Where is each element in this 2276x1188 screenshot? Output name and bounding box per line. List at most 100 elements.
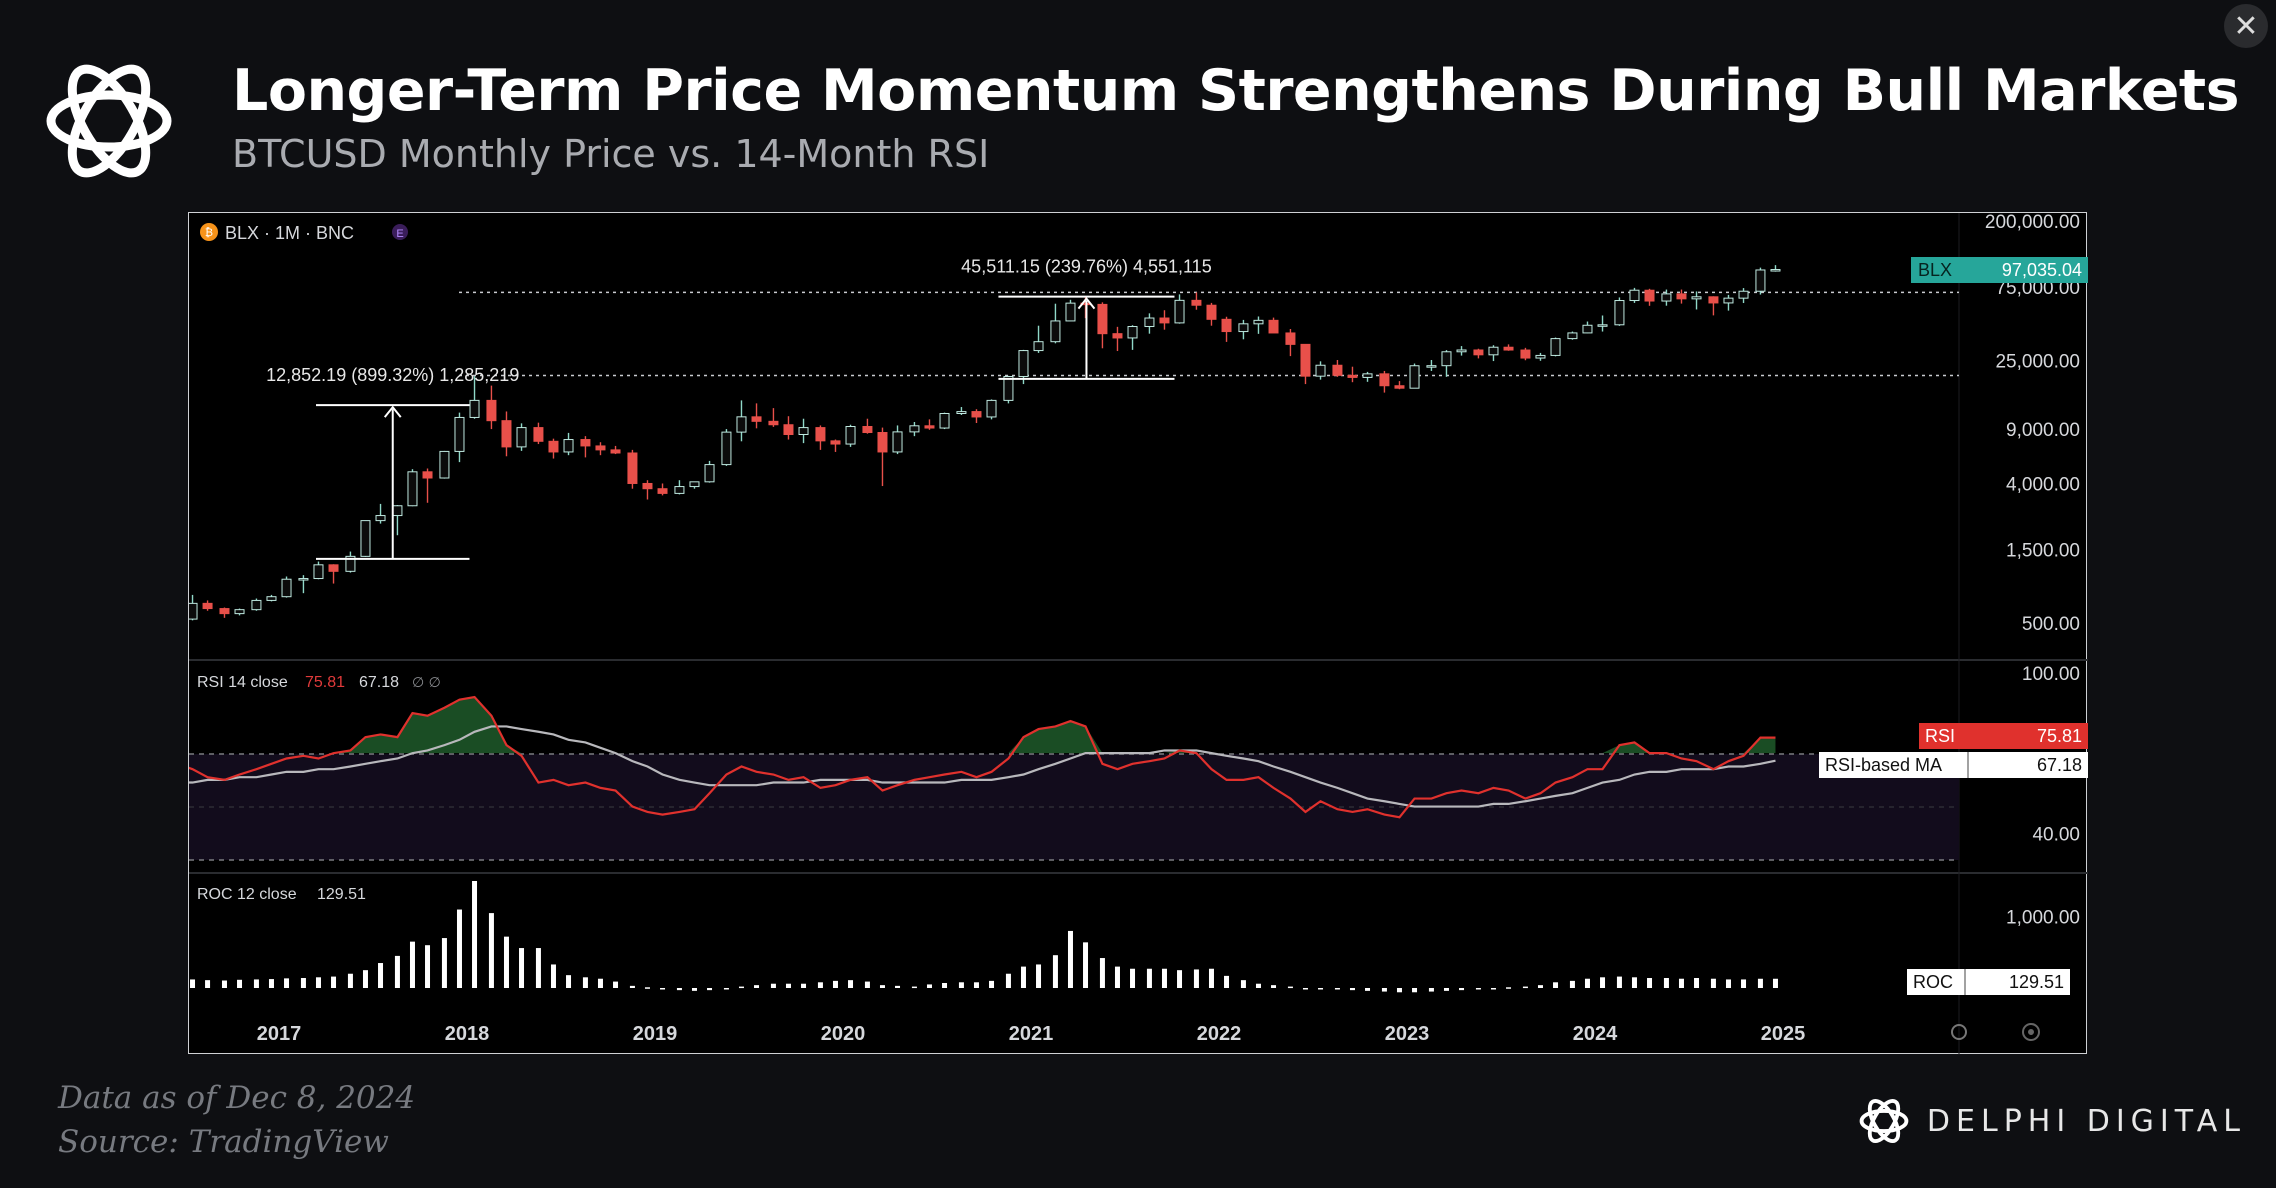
settings-gear-icon[interactable] (2022, 1023, 2040, 1041)
roc-bar (1757, 978, 1763, 988)
roc-bar (817, 982, 823, 988)
x-tick-label: 2019 (633, 1023, 678, 1045)
roc-bar (1020, 966, 1026, 988)
candle-body (1597, 324, 1608, 327)
roc-bar (519, 948, 525, 988)
price-y-tick: 75,000.00 (1995, 278, 2080, 299)
candle-body (1268, 319, 1279, 334)
roc-bar (832, 980, 838, 988)
roc-bar (409, 941, 415, 988)
roc-bar (1193, 969, 1199, 988)
candle-body (610, 449, 621, 454)
roc-legend[interactable]: ROC 12 close 129.51 (197, 886, 366, 903)
roc-bar (268, 979, 274, 988)
roc-bar (1161, 968, 1167, 988)
candle-body (783, 424, 794, 436)
roc-bar (488, 913, 494, 988)
candle-body (830, 440, 841, 445)
roc-bar (1036, 964, 1042, 988)
rsi-legend-icons: ∅ ∅ (412, 675, 441, 691)
x-tick-label: 2025 (1761, 1023, 1806, 1045)
chart-frame[interactable]: 12,852.19 (899.32%) 1,285,219 45,511.15 (… (188, 212, 2088, 1055)
candle-body (469, 399, 480, 418)
candle-body (1661, 293, 1672, 302)
measure-arrow-head (383, 405, 402, 418)
candle-body (533, 427, 544, 442)
candle-body (657, 488, 668, 494)
roc-bar (456, 909, 462, 988)
candle-body (281, 578, 292, 598)
roc-bar (1255, 983, 1261, 988)
candle-body (595, 445, 606, 451)
roc-badge-label: ROC (1913, 972, 1953, 992)
candle-body (219, 608, 230, 615)
rsi-badge: RSI 75.81 (1919, 723, 2088, 749)
price-y-tick: 1,500.00 (2006, 540, 2080, 561)
candle-body (234, 609, 245, 615)
candle-body (1127, 326, 1138, 339)
close-button[interactable]: ✕ (2224, 4, 2268, 48)
price-y-tick: 9,000.00 (2006, 420, 2080, 441)
roc-bar (300, 978, 306, 988)
candle-body (1708, 296, 1719, 304)
rsi-legend[interactable]: RSI 14 close 75.81 67.18 ∅ ∅ (197, 674, 441, 691)
roc-bar (1428, 988, 1434, 992)
candle-body (627, 452, 638, 484)
candle-body (1582, 324, 1593, 334)
candle-body (1456, 349, 1467, 353)
price-y-tick: 25,000.00 (1995, 352, 2080, 373)
candle-body (1644, 289, 1655, 302)
roc-bar (1349, 988, 1355, 991)
roc-bar (926, 984, 932, 988)
roc-bar (911, 986, 917, 989)
x-axis-labels: 2017 2018 2019 2020 2021 2022 2023 2024 2025 (257, 1023, 1806, 1045)
symbol-legend[interactable]: ₿ BLX · 1M · BNC E (200, 223, 408, 243)
roc-histogram (190, 881, 1778, 993)
roc-bar (785, 983, 791, 988)
roc-bar (1396, 988, 1402, 993)
candle-body (1174, 299, 1185, 324)
roc-bar (1584, 978, 1590, 988)
symbol-label: BLX · 1M · BNC (225, 223, 354, 243)
close-icon[interactable]: ✕ (2233, 9, 2259, 43)
candle-body (266, 596, 277, 601)
roc-badge-value: 129.51 (2009, 972, 2064, 992)
measure-arrow-head (1077, 297, 1096, 310)
roc-bar (1600, 977, 1606, 988)
candle-body (1065, 302, 1076, 322)
roc-bar (441, 938, 447, 988)
candle-body (845, 426, 856, 445)
candle-body (1191, 299, 1202, 306)
candle-body (1332, 364, 1343, 376)
roc-bar (237, 979, 243, 988)
roc-bar (613, 981, 619, 988)
candle-body (939, 413, 950, 429)
candle-body (345, 555, 356, 572)
x-tick-label: 2018 (445, 1023, 490, 1045)
roc-bar (253, 979, 259, 988)
roc-bar (1287, 986, 1293, 989)
candle-body (439, 450, 450, 479)
roc-bar (864, 981, 870, 988)
log-toggle-icon[interactable] (1951, 1024, 1967, 1040)
roc-bar (1616, 976, 1622, 988)
candle-body (1738, 290, 1749, 299)
rsi-line (189, 695, 1776, 819)
roc-bar (347, 973, 353, 988)
candle-body (1426, 365, 1437, 368)
candle-body (407, 471, 418, 507)
price-y-tick: 200,000.00 (1985, 213, 2080, 233)
chart-canvas[interactable]: 12,852.19 (899.32%) 1,285,219 45,511.15 (… (189, 213, 2088, 1055)
roc-bar (1694, 978, 1700, 988)
roc-bar (1177, 970, 1183, 988)
y-axis-labels: 200,000.00 75,000.00 25,000.00 9,000.00 4,00… (1985, 213, 2080, 929)
candle-body (392, 505, 403, 517)
candle-body (674, 486, 685, 494)
candle-body (877, 432, 888, 453)
bitcoin-glyph: ₿ (205, 226, 213, 239)
roc-bar (1334, 988, 1340, 990)
rsi-badge-value: 75.81 (2037, 726, 2082, 746)
roc-bar (1083, 942, 1089, 988)
price-badge-value: 97,035.04 (2002, 260, 2082, 280)
rsi-overbought-fill (333, 697, 522, 754)
